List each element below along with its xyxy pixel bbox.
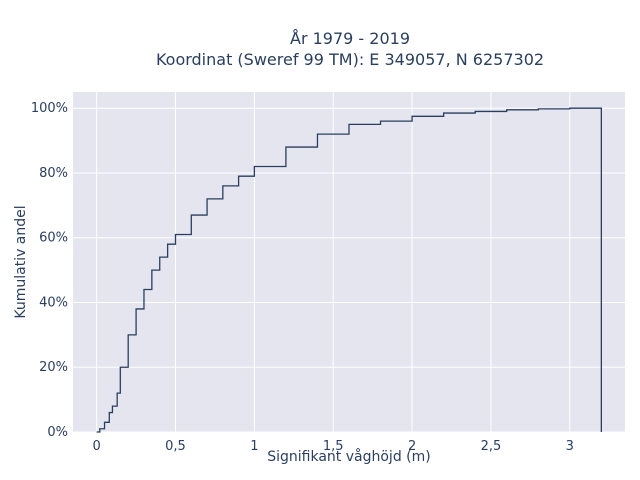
x-tick-label: 1 [250, 439, 258, 454]
cumulative-step-line [96, 107, 602, 433]
plot-background [73, 92, 625, 432]
grid-lines [73, 92, 625, 433]
y-tick-label: 40% [39, 295, 68, 310]
x-tick-label: 1,5 [323, 439, 344, 454]
y-tick-label: 20% [39, 360, 68, 375]
y-tick-label: 100% [31, 101, 68, 116]
y-axis-title: Kumulativ andel [13, 205, 29, 318]
x-tick-label: 2,5 [481, 439, 502, 454]
y-tick-label: 60% [39, 231, 68, 246]
x-tick-label: 0 [93, 439, 101, 454]
x-axis-title: Signifikant våghöjd (m) [267, 448, 430, 465]
x-tick-label: 0,5 [165, 439, 186, 454]
x-tick-label: 2 [408, 439, 416, 454]
chart-title-line-1: År 1979 - 2019 [290, 29, 410, 48]
chart-title-line-2: Koordinat (Sweref 99 TM): E 349057, N 62… [155, 50, 545, 69]
x-tick-label: 3 [566, 439, 574, 454]
y-tick-label: 0% [47, 425, 68, 440]
y-tick-label: 80% [39, 166, 68, 181]
tick-labels: 0 0,5 1 1,5 2 2,5 3 0% 20% 40% 60% 80% 100% [31, 101, 574, 454]
